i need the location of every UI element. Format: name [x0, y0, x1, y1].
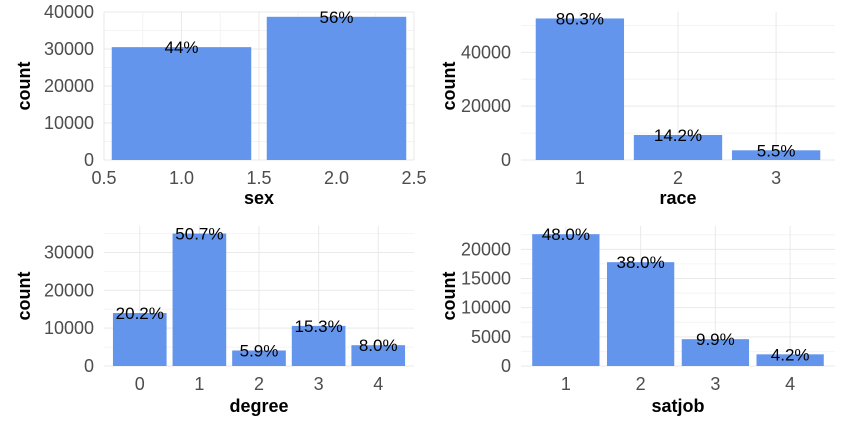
y-tick-label: 30000: [44, 242, 94, 262]
y-tick-label: 0: [501, 356, 511, 376]
x-axis-title: satjob: [651, 396, 704, 416]
bar: [633, 134, 723, 160]
data-label: 4.2%: [771, 345, 810, 364]
data-label: 5.9%: [240, 341, 279, 360]
x-tick-label: 0.5: [91, 168, 116, 188]
x-tick-label: 1.5: [246, 168, 271, 188]
data-label: 14.2%: [654, 126, 702, 145]
bar: [112, 313, 167, 366]
y-tick-label: 40000: [461, 42, 511, 62]
x-tick-label: 2.5: [401, 168, 426, 188]
panel-degree: 20.2% 50.7% 5.9% 15.3% 8.0% 0 10000 20000 30000 0…: [14, 225, 414, 416]
x-tick-label: 0: [135, 374, 145, 394]
data-label: 15.3%: [295, 317, 343, 336]
bar: [535, 18, 625, 161]
panel-race: 80.3% 14.2% 5.5% 0 20000 40000 1 2 3 race count: [439, 9, 835, 208]
x-tick-label: 4: [373, 374, 383, 394]
data-label: 9.9%: [696, 330, 735, 349]
data-label: 50.7%: [175, 225, 223, 244]
x-tick-label: 2: [254, 374, 264, 394]
data-label: 56%: [319, 8, 353, 27]
y-tick-label: 10000: [461, 298, 511, 318]
data-label: 8.0%: [359, 336, 398, 355]
bar: [731, 150, 821, 160]
y-tick-label: 15000: [461, 269, 511, 289]
bar: [111, 47, 252, 160]
data-label: 48.0%: [542, 225, 590, 244]
y-tick-label: 20000: [44, 280, 94, 300]
y-tick-label: 40000: [44, 2, 94, 22]
bar: [756, 354, 824, 366]
y-tick-label: 0: [84, 356, 94, 376]
x-tick-label: 2: [636, 374, 646, 394]
y-tick-label: 20000: [461, 239, 511, 259]
y-tick-label: 0: [501, 150, 511, 170]
bar: [532, 234, 600, 366]
x-tick-label: 1: [561, 374, 571, 394]
data-label: 5.5%: [757, 141, 796, 160]
y-tick-label: 5000: [471, 327, 511, 347]
x-tick-label: 1: [575, 168, 585, 188]
x-tick-label: 4: [785, 374, 795, 394]
y-tick-label: 30000: [44, 39, 94, 59]
bar: [232, 350, 286, 366]
x-tick-label: 1: [194, 374, 204, 394]
y-tick-label: 10000: [44, 318, 94, 338]
x-axis-title: race: [659, 188, 696, 208]
x-tick-label: 2: [673, 168, 683, 188]
y-tick-label: 20000: [44, 76, 94, 96]
data-label: 38.0%: [617, 253, 665, 272]
y-tick-label: 10000: [44, 113, 94, 133]
bar: [351, 345, 406, 366]
y-axis-title: count: [439, 272, 459, 321]
x-tick-label: 3: [771, 168, 781, 188]
x-tick-label: 1.0: [169, 168, 194, 188]
y-axis-title: count: [14, 272, 34, 321]
bar: [606, 262, 675, 366]
data-label: 80.3%: [556, 9, 604, 28]
bar: [291, 325, 346, 366]
y-tick-label: 20000: [461, 96, 511, 116]
x-tick-label: 3: [314, 374, 324, 394]
y-axis-title: count: [439, 62, 459, 111]
bar: [172, 233, 227, 366]
bar: [266, 16, 407, 161]
x-axis-title: degree: [229, 396, 288, 416]
x-axis-title: sex: [244, 188, 274, 208]
panel-sex: 44% 56% 0 10000 20000 30000 40000 0.5 1.0 1.5 2.0 2…: [14, 2, 427, 208]
panel-satjob: 48.0% 38.0% 9.9% 4.2% 0 5000 10000 15000 20000 1 2…: [439, 225, 835, 416]
y-axis-title: count: [14, 62, 34, 111]
data-label: 20.2%: [116, 304, 164, 323]
x-tick-label: 2.0: [324, 168, 349, 188]
x-tick-label: 3: [710, 374, 720, 394]
bar: [681, 339, 750, 366]
data-label: 44%: [164, 38, 198, 57]
y-tick-label: 0: [84, 150, 94, 170]
